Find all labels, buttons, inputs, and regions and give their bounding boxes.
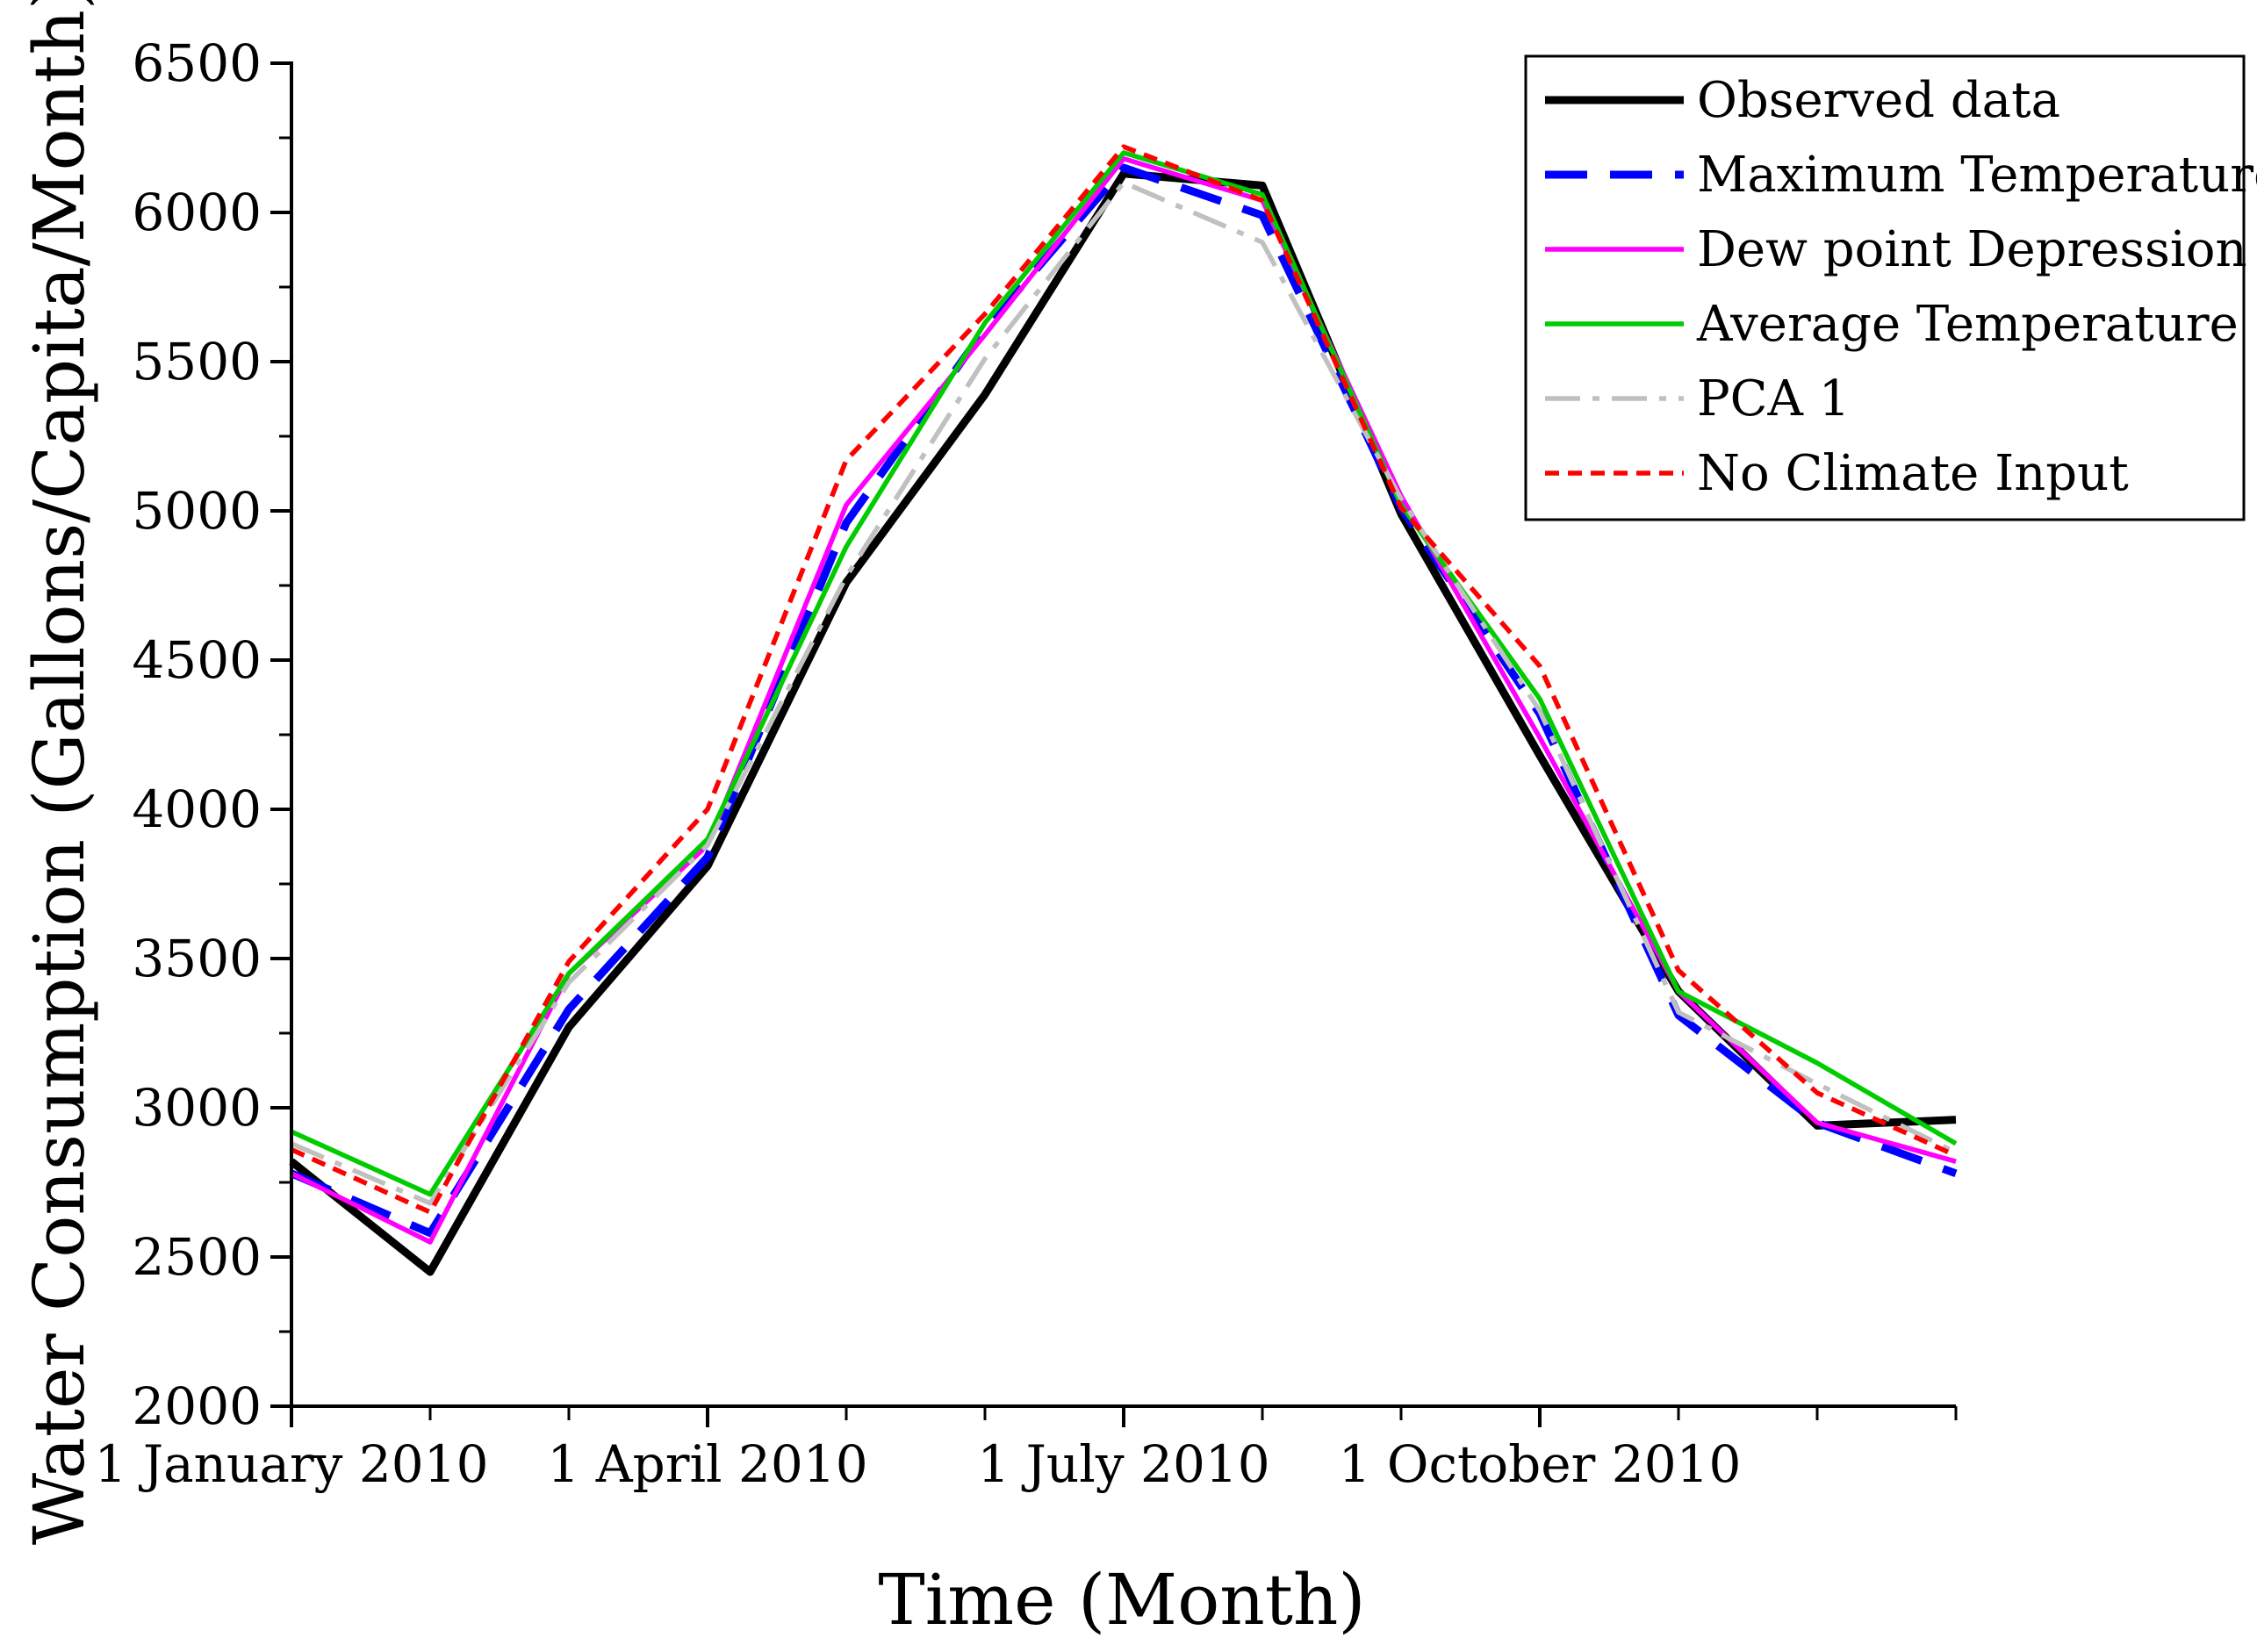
y-tick-label: 3000: [132, 1078, 262, 1138]
y-tick-label: 6000: [132, 183, 262, 242]
y-tick-label: 4000: [132, 779, 262, 839]
y-tick-label: 2000: [132, 1376, 262, 1436]
series-line-maximum-temperature: [290, 163, 1958, 1238]
series-line-no-climate-input: [290, 144, 1958, 1215]
y-tick-label: 6500: [132, 33, 262, 93]
legend: Observed data Maximum Temperature Dew poin…: [1524, 54, 2257, 521]
x-tick-label: 1 October 2010: [1339, 1434, 1742, 1494]
y-tick-label: 3500: [132, 929, 262, 988]
series-line-average-temperature: [290, 150, 1958, 1197]
legend-box: [1524, 54, 2246, 521]
ticks: 2000 2500 3000 3500 4000 4500 5000 5500 6000 6500…: [95, 33, 1958, 1494]
x-axis-title: Time (Month): [878, 1559, 1365, 1641]
x-tick-label: 1 April 2010: [547, 1434, 867, 1494]
plot-lines: [289, 144, 1958, 1276]
x-tick-label: 1 January 2010: [95, 1434, 489, 1494]
legend-label: No Climate Input: [1697, 445, 2129, 502]
x-tick-label: 1 July 2010: [977, 1434, 1269, 1494]
legend-label: Dew point Depression: [1697, 221, 2247, 278]
legend-label: Average Temperature: [1696, 296, 2239, 353]
series-line-pca-1: [290, 180, 1958, 1206]
legend-label: PCA 1: [1697, 370, 1850, 427]
y-tick-label: 5500: [132, 332, 262, 391]
legend-label: Observed data: [1697, 72, 2060, 129]
y-tick-label: 5000: [132, 481, 262, 541]
legend-label: Maximum Temperature: [1697, 147, 2257, 204]
y-tick-label: 2500: [132, 1227, 262, 1287]
y-tick-label: 4500: [132, 630, 262, 690]
y-axis-title: Water Consumption (Gallons/Capita/Month): [18, 0, 100, 1545]
